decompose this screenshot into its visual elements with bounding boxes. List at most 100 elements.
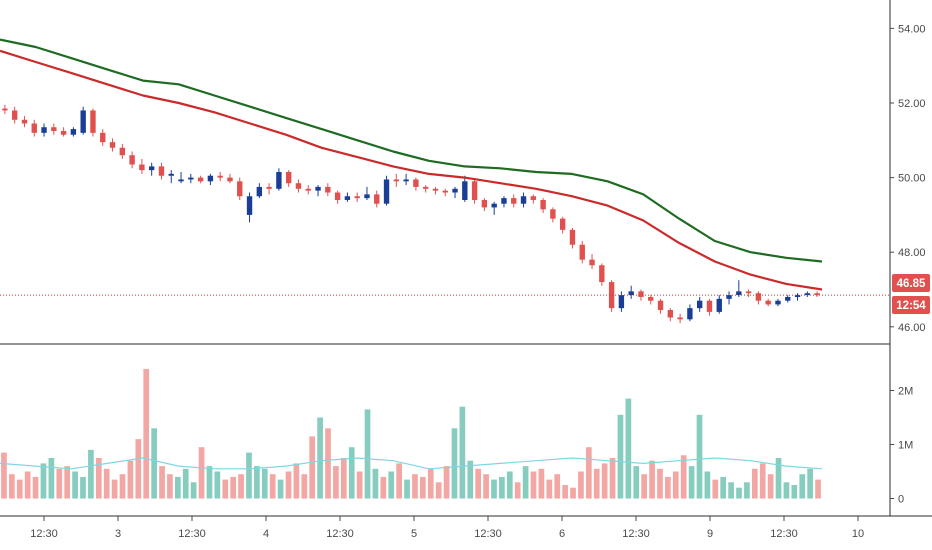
candle-body xyxy=(334,192,341,200)
volume-bar xyxy=(198,447,205,499)
time-tick-label: 4 xyxy=(263,528,269,540)
candle-body xyxy=(491,203,497,208)
volume-bar xyxy=(404,479,410,499)
candle-body xyxy=(109,142,116,148)
volume-bar xyxy=(522,466,529,499)
candle-body xyxy=(736,291,742,296)
candle-body xyxy=(442,190,448,193)
volume-bar xyxy=(554,474,561,499)
volume-bar xyxy=(246,452,252,499)
volume-bar xyxy=(562,485,568,499)
volume-bar xyxy=(680,455,687,499)
volume-bar xyxy=(88,449,94,499)
candle-body xyxy=(139,164,145,171)
candle-body xyxy=(687,308,693,320)
volume-bar xyxy=(16,479,23,499)
volume-bar xyxy=(506,471,513,499)
volume-bar xyxy=(688,466,695,499)
candle-body xyxy=(207,175,214,182)
volume-bar xyxy=(815,479,821,499)
volume-bar xyxy=(293,463,300,499)
volume-bar xyxy=(720,476,727,499)
candle-body xyxy=(21,119,28,124)
candle-body xyxy=(227,177,233,182)
volume-bar xyxy=(744,482,750,499)
countdown-label: 12:54 xyxy=(896,300,926,312)
volume-bar xyxy=(593,468,600,499)
candle-body xyxy=(217,175,223,178)
candle-body xyxy=(237,181,243,197)
price-tick-label: 50.00 xyxy=(898,173,926,185)
volume-bar xyxy=(40,463,47,499)
volume-bar xyxy=(546,479,553,499)
candle-body xyxy=(422,186,429,189)
candle-body xyxy=(197,177,204,182)
volume-bar xyxy=(269,474,276,499)
price-tick-label: 54.00 xyxy=(898,23,926,35)
volume-moving-average-line xyxy=(0,457,823,470)
time-tick-label: 12:30 xyxy=(30,528,58,540)
volume-bar xyxy=(420,476,426,499)
candle-body xyxy=(481,199,488,208)
volume-bar xyxy=(799,474,806,499)
volume-bar xyxy=(325,428,331,499)
last-price-tag: 46.85 xyxy=(892,274,930,292)
volume-bar xyxy=(317,417,323,499)
volume-bar xyxy=(206,466,213,499)
candle-body xyxy=(41,127,47,133)
candle-body xyxy=(501,198,507,204)
candle-body xyxy=(354,196,360,199)
candle-body xyxy=(471,181,478,200)
volume-bar xyxy=(728,482,734,499)
candle-body xyxy=(706,300,713,312)
candle-body xyxy=(677,317,683,320)
volume-bar xyxy=(601,463,608,499)
volume-bar xyxy=(696,414,703,499)
candle-body xyxy=(511,198,517,204)
candle-body xyxy=(657,300,664,311)
volume-bar xyxy=(254,466,260,499)
candle-body xyxy=(325,186,331,193)
time-tick-label: 9 xyxy=(707,528,713,540)
volume-panel xyxy=(0,368,823,499)
candle-body xyxy=(246,196,253,215)
volume-bar xyxy=(174,476,181,499)
moving-average-fast-line xyxy=(0,49,823,291)
price-tick-label: 46.00 xyxy=(898,322,926,334)
volume-bar xyxy=(672,471,679,499)
candle-body xyxy=(569,229,576,245)
time-tick-label: 5 xyxy=(411,528,417,540)
candle-body xyxy=(579,244,585,260)
volume-bar xyxy=(807,468,813,499)
candle-body xyxy=(158,166,165,176)
volume-bar xyxy=(578,471,584,499)
volume-bar xyxy=(230,476,237,499)
time-tick-label: 12:30 xyxy=(178,528,206,540)
volume-bar xyxy=(491,479,497,499)
candle-body xyxy=(794,295,801,297)
volume-bar xyxy=(333,466,339,499)
volume-bar xyxy=(285,471,292,499)
volume-bar xyxy=(435,482,442,499)
volume-bar xyxy=(190,482,197,499)
candle-body xyxy=(344,196,351,200)
volume-bar xyxy=(467,460,474,499)
candle-body xyxy=(608,282,615,309)
time-tick-label: 10 xyxy=(852,528,864,540)
candle-body xyxy=(31,123,37,133)
volume-bar xyxy=(443,466,450,499)
candle-body xyxy=(765,300,771,305)
volume-bar xyxy=(649,460,655,499)
volume-bar xyxy=(459,406,466,499)
candle-body xyxy=(726,295,732,299)
volume-bar xyxy=(380,476,387,499)
candle-body xyxy=(266,186,272,189)
volume-bar xyxy=(712,479,719,499)
price-panel xyxy=(0,38,890,324)
volume-bar xyxy=(475,468,482,499)
volume-bar xyxy=(277,479,284,499)
moving-average-slow-line xyxy=(0,38,823,263)
volume-bar xyxy=(356,471,363,499)
candle-body xyxy=(559,218,566,230)
